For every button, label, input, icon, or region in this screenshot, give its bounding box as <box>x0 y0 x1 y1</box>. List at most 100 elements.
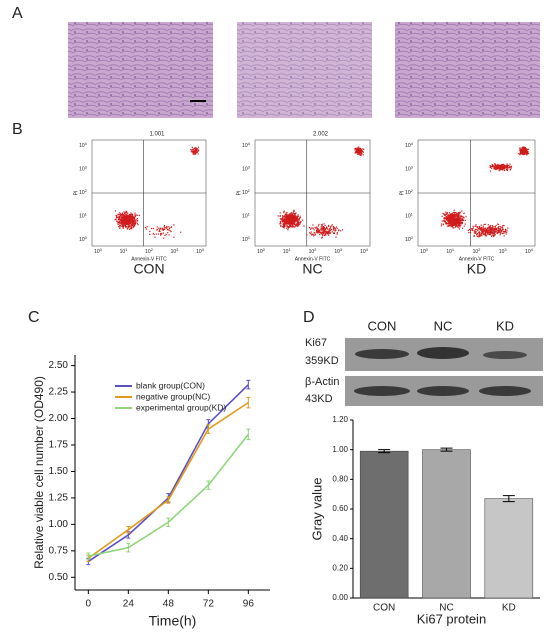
flow-dot <box>291 218 294 220</box>
flow-dot <box>481 227 483 229</box>
flow-dot <box>478 226 481 228</box>
flow-dot <box>501 227 504 229</box>
flow-dot <box>496 165 499 167</box>
flow-dot <box>457 222 460 224</box>
flow-dot <box>331 224 333 226</box>
flow-dot <box>131 217 133 219</box>
error-bar <box>126 525 131 534</box>
flow-dot <box>459 220 461 222</box>
tick-base: 10 <box>79 214 85 220</box>
flow-dot <box>501 168 503 170</box>
x-tick-label: CON <box>373 603 395 614</box>
flow-dot <box>459 213 461 215</box>
flow-dot <box>133 222 135 224</box>
flow-dot <box>290 223 292 225</box>
flow-dot <box>286 217 288 219</box>
flow-dot <box>491 165 494 168</box>
tick-exp: 2 <box>314 247 317 252</box>
flow-dot <box>115 218 117 220</box>
group-label: KD <box>467 261 486 277</box>
flow-x-tick: 104 <box>196 247 205 255</box>
flow-dot <box>486 231 488 234</box>
flow-dot <box>490 227 492 229</box>
flow-dot <box>288 218 290 220</box>
bar <box>484 498 534 599</box>
flow-dot <box>446 222 448 224</box>
flow-dot <box>126 215 128 217</box>
flow-dot <box>289 221 291 223</box>
flow-dot <box>191 150 194 152</box>
flow-dot <box>522 149 524 151</box>
flow-dot <box>336 232 339 234</box>
flow-dot <box>315 230 318 232</box>
flow-dot <box>502 224 504 227</box>
flow-dot <box>159 227 162 229</box>
flow-dot <box>282 218 284 220</box>
flow-dot <box>291 214 293 216</box>
flow-dot <box>121 223 123 225</box>
blot-band <box>483 351 527 359</box>
flow-dot <box>480 224 482 226</box>
flow-dot <box>119 216 121 218</box>
flow-dot <box>452 216 454 218</box>
flow-dot <box>456 221 459 223</box>
flow-dot <box>334 227 336 230</box>
flow-dot <box>501 166 503 168</box>
flow-dot <box>481 228 483 230</box>
flow-dot <box>335 236 337 238</box>
flow-dot <box>129 228 132 230</box>
flow-dot <box>316 226 318 228</box>
flow-dot <box>128 223 130 226</box>
flow-dot <box>498 229 500 232</box>
flow-dot <box>499 167 501 169</box>
flow-dot <box>488 231 490 234</box>
flow-dot <box>520 150 522 153</box>
flow-dot <box>499 232 501 234</box>
flow-dot <box>446 215 448 218</box>
flow-dot <box>325 234 327 236</box>
flow-dot <box>128 216 131 218</box>
flow-dot <box>324 229 326 232</box>
flow-dot <box>356 151 358 153</box>
tick-base: 10 <box>446 249 452 255</box>
flow-dot <box>456 222 458 224</box>
flow-dot <box>294 220 296 222</box>
flow-dot <box>523 148 525 150</box>
flow-dot <box>478 231 480 233</box>
flow-dot <box>279 221 282 224</box>
flow-dot <box>494 230 497 232</box>
flow-dot <box>117 213 120 215</box>
flow-dot <box>300 220 302 223</box>
flow-dot <box>449 222 451 224</box>
flow-dot <box>124 216 126 218</box>
flow-dot <box>450 215 452 218</box>
flow-dot <box>298 217 301 219</box>
flow-dot <box>127 219 129 222</box>
flow-dot <box>523 148 525 151</box>
flow-dot <box>479 235 481 238</box>
flow-dot <box>461 222 463 224</box>
flow-dot <box>476 235 478 238</box>
flow-dot <box>479 234 481 236</box>
flow-dot <box>497 166 499 168</box>
flow-dot <box>489 234 491 236</box>
flow-dot <box>481 235 483 237</box>
flow-dot <box>170 226 173 228</box>
flow-dot <box>288 224 291 226</box>
flow-dot <box>133 220 135 222</box>
flow-dot <box>324 229 326 231</box>
flow-dot <box>452 217 454 219</box>
flow-dot <box>286 227 288 229</box>
flow-dot <box>294 217 296 219</box>
flow-dot <box>441 215 443 217</box>
flow-dot <box>298 219 300 221</box>
tick-exp: 0 <box>263 247 266 252</box>
flow-dot <box>455 213 458 215</box>
flow-dot <box>120 222 122 225</box>
flow-dot <box>311 234 313 236</box>
flow-dot <box>124 217 127 219</box>
flow-dot <box>450 224 452 226</box>
flow-dot <box>293 210 295 213</box>
flow-dot <box>279 215 281 217</box>
tick-exp: 4 <box>248 141 251 146</box>
